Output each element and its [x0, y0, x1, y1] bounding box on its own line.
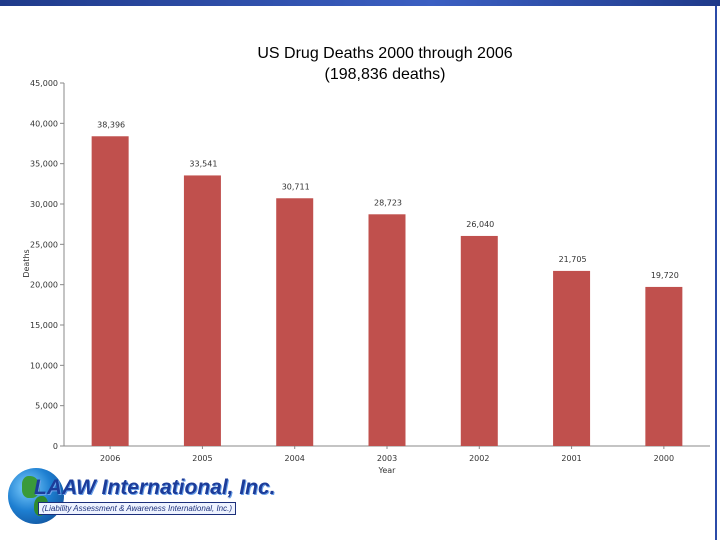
bar — [183, 175, 221, 447]
logo-company-name: LAAW International, Inc. — [34, 476, 276, 499]
x-axis-title: Year — [378, 466, 397, 475]
bar — [645, 286, 683, 446]
chart-title-line-2: (198,836 deaths) — [324, 66, 446, 83]
y-tick-label: 40,000 — [30, 119, 58, 128]
bar — [553, 270, 591, 446]
logo-tagline: (Liability Assessment & Awareness Intern… — [38, 502, 237, 515]
data-label: 19,720 — [651, 271, 679, 280]
company-logo: LAAW International, Inc. (Liability Asse… — [8, 468, 298, 530]
y-tick-label: 25,000 — [30, 240, 58, 249]
data-label: 30,711 — [282, 182, 310, 191]
right-border-line — [715, 6, 717, 540]
globe-icon — [8, 468, 64, 524]
y-axis-title: Deaths — [22, 249, 31, 277]
x-tick-label: 2004 — [285, 454, 305, 463]
data-label: 38,396 — [97, 120, 125, 129]
data-label: 26,040 — [466, 220, 494, 229]
x-tick-label: 2001 — [561, 454, 581, 463]
y-tick-label: 0 — [53, 442, 58, 451]
y-tick-label: 10,000 — [30, 361, 58, 370]
y-tick-label: 15,000 — [30, 321, 58, 330]
y-tick-label: 30,000 — [30, 200, 58, 209]
data-label: 33,541 — [189, 159, 217, 168]
data-label: 21,705 — [559, 255, 587, 264]
chart-title-line-1: US Drug Deaths 2000 through 2006 — [257, 45, 513, 62]
y-tick-label: 20,000 — [30, 281, 58, 290]
x-tick-label: 2003 — [377, 454, 397, 463]
y-tick-label: 45,000 — [30, 79, 58, 88]
chart-title: US Drug Deaths 2000 through 2006 (198,83… — [225, 43, 545, 85]
x-tick-label: 2002 — [469, 454, 489, 463]
x-tick-label: 2000 — [654, 454, 674, 463]
bar — [276, 198, 314, 446]
x-tick-label: 2005 — [192, 454, 212, 463]
y-tick-label: 35,000 — [30, 160, 58, 169]
bar — [91, 136, 129, 446]
x-tick-label: 2006 — [100, 454, 120, 463]
bar — [368, 214, 406, 446]
bar — [460, 235, 498, 446]
top-accent-bar — [0, 0, 720, 6]
data-label: 28,723 — [374, 198, 402, 207]
y-tick-label: 5,000 — [35, 402, 58, 411]
